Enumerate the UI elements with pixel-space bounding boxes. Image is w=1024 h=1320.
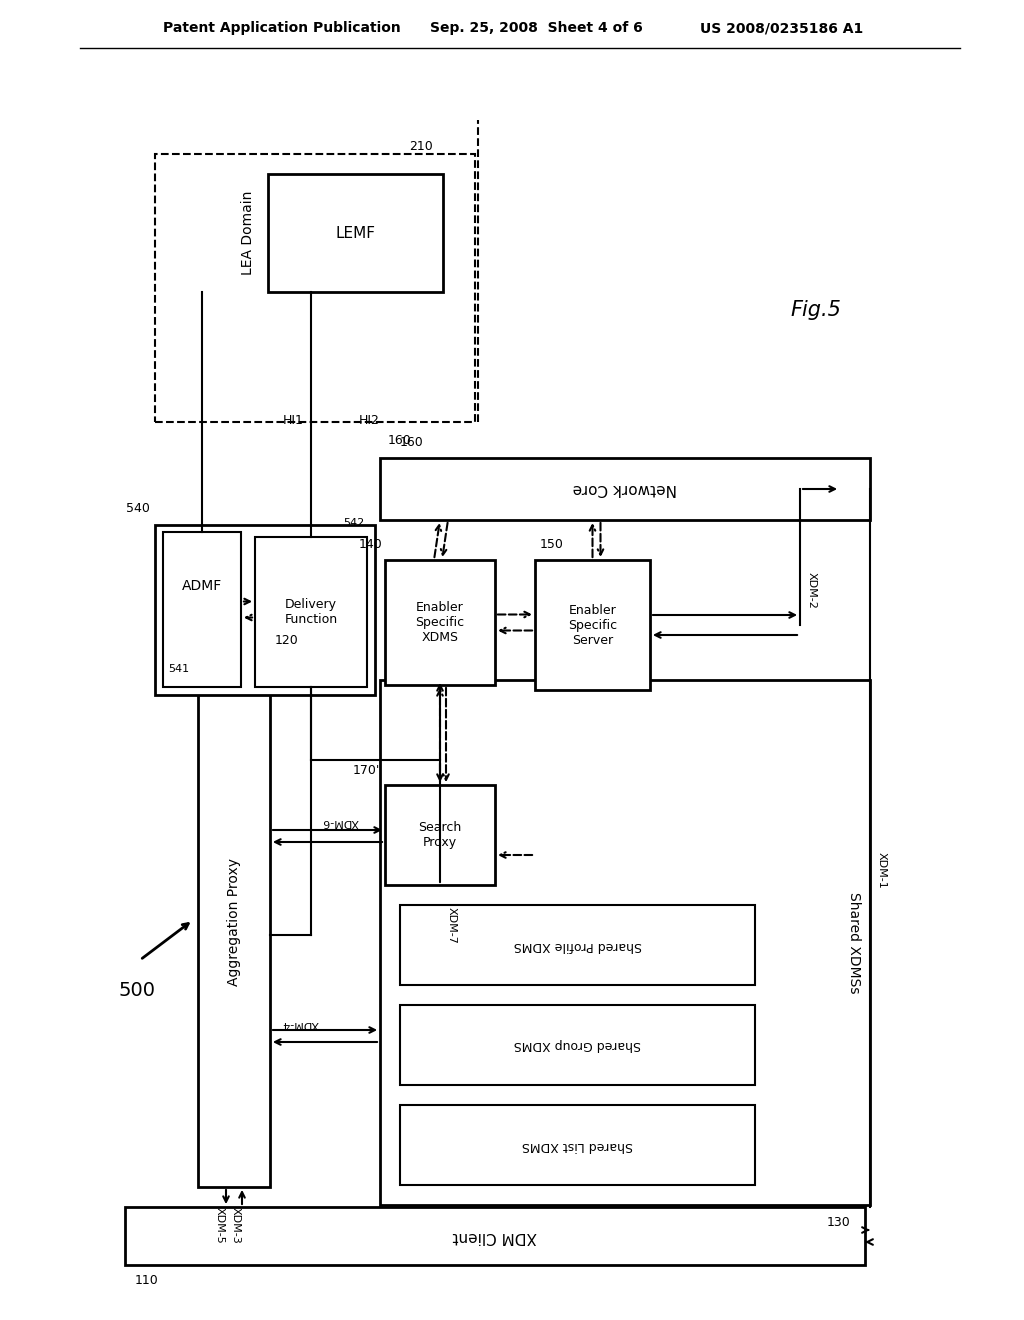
- Bar: [535, 560, 650, 690]
- Bar: [380, 458, 870, 520]
- Text: 541: 541: [168, 664, 189, 675]
- Text: 150: 150: [540, 537, 564, 550]
- Text: HI1: HI1: [283, 413, 303, 426]
- Bar: [268, 174, 443, 292]
- Text: Shared Profile XDMS: Shared Profile XDMS: [513, 939, 642, 952]
- Text: XDM-6: XDM-6: [322, 817, 358, 828]
- Text: XDM-5: XDM-5: [215, 1206, 225, 1243]
- Text: Search
Proxy: Search Proxy: [419, 821, 462, 849]
- Text: XDM Client: XDM Client: [453, 1229, 538, 1243]
- Text: Shared List XDMS: Shared List XDMS: [522, 1138, 633, 1151]
- Bar: [155, 525, 375, 696]
- Bar: [385, 785, 495, 884]
- Bar: [155, 154, 475, 422]
- Text: 540: 540: [126, 503, 150, 516]
- Text: Enabler
Specific
XDMS: Enabler Specific XDMS: [416, 601, 465, 644]
- Text: XDM-2: XDM-2: [807, 572, 817, 609]
- Text: 130: 130: [826, 1217, 850, 1229]
- Text: Delivery
Function: Delivery Function: [285, 598, 338, 626]
- Text: 140: 140: [358, 537, 382, 550]
- Text: Patent Application Publication: Patent Application Publication: [163, 21, 400, 36]
- Text: 120: 120: [275, 635, 299, 648]
- Text: 110: 110: [135, 1275, 159, 1287]
- Text: 500: 500: [118, 981, 155, 999]
- Text: LEA Domain: LEA Domain: [241, 191, 255, 275]
- Text: Sep. 25, 2008  Sheet 4 of 6: Sep. 25, 2008 Sheet 4 of 6: [430, 21, 643, 36]
- Text: Enabler
Specific
Server: Enabler Specific Server: [568, 603, 617, 647]
- Text: 542: 542: [343, 517, 364, 528]
- Text: US 2008/0235186 A1: US 2008/0235186 A1: [700, 21, 863, 36]
- Text: 160: 160: [400, 436, 424, 449]
- Bar: [125, 1206, 865, 1265]
- Text: 160: 160: [388, 433, 412, 446]
- Text: HI2: HI2: [358, 413, 380, 426]
- Bar: [380, 680, 870, 1205]
- Text: 170': 170': [352, 764, 380, 777]
- Text: XDM-7: XDM-7: [447, 907, 457, 944]
- Bar: [400, 906, 755, 985]
- Text: ADMF: ADMF: [182, 579, 222, 593]
- Bar: [400, 1005, 755, 1085]
- Text: Shared Group XDMS: Shared Group XDMS: [514, 1039, 641, 1052]
- Text: XDM-1: XDM-1: [877, 851, 887, 888]
- Text: XDM-3: XDM-3: [231, 1206, 241, 1243]
- Text: Fig.5: Fig.5: [790, 300, 841, 319]
- Text: 210: 210: [410, 140, 433, 153]
- Text: Network Core: Network Core: [572, 482, 677, 496]
- Bar: [400, 1105, 755, 1185]
- Bar: [255, 537, 367, 686]
- Text: XDM-4: XDM-4: [282, 1019, 318, 1030]
- Text: LEMF: LEMF: [336, 226, 376, 240]
- Bar: [198, 657, 270, 1187]
- Bar: [385, 560, 495, 685]
- Text: Shared XDMSs: Shared XDMSs: [847, 892, 861, 993]
- Bar: [163, 532, 241, 686]
- Text: Aggregation Proxy: Aggregation Proxy: [227, 858, 241, 986]
